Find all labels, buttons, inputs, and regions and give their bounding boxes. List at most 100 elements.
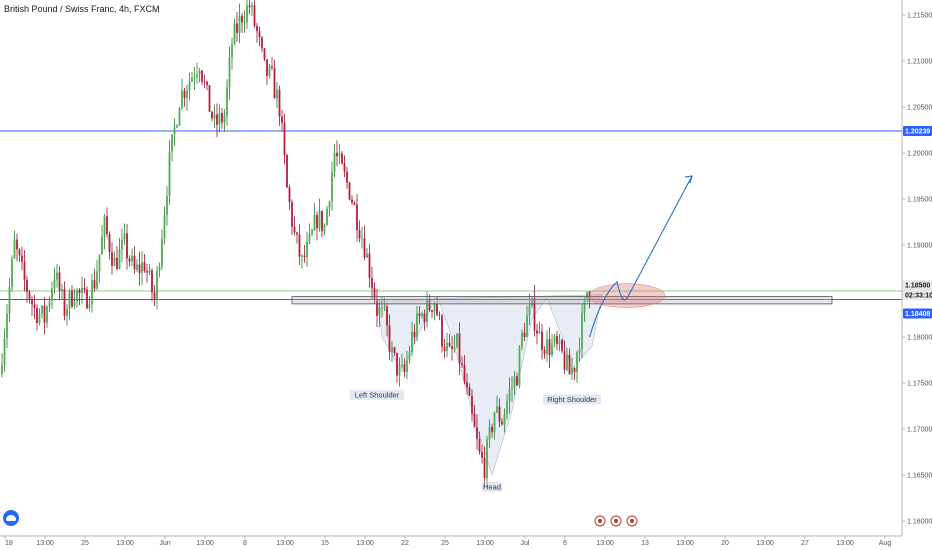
candle-body: [381, 307, 383, 309]
candle-body: [291, 202, 293, 227]
time-tick-label: 13:00: [196, 540, 214, 547]
candle-body: [176, 125, 178, 128]
price-tick-label: 1.18000: [907, 335, 932, 342]
candle-body: [193, 77, 196, 78]
candle-body: [143, 262, 146, 272]
time-axis[interactable]: 18 13:00 25 13:00 Jun 13:00 8 13:00 15 13:00 22 25 1…: [0, 535, 902, 547]
candle-body: [198, 70, 201, 75]
candle-body: [408, 352, 411, 361]
time-tick-label: 15: [321, 540, 329, 547]
candle-body: [63, 288, 66, 316]
candle-body: [11, 258, 13, 287]
candle-body: [468, 387, 471, 396]
candle-body: [41, 305, 43, 314]
candle-body: [563, 351, 566, 370]
candle-body: [568, 354, 571, 375]
candle-body: [141, 262, 143, 273]
candle-body: [263, 48, 266, 60]
candle-body: [108, 234, 111, 253]
candle-body: [93, 280, 96, 289]
candle-body: [321, 210, 323, 232]
candle-body: [218, 113, 221, 125]
candle-body: [338, 153, 341, 157]
candle-body: [303, 255, 306, 258]
candle-body: [98, 254, 101, 272]
candle-body: [36, 307, 38, 324]
candle-body: [353, 202, 356, 205]
candle-body: [21, 255, 23, 262]
candle-body: [43, 305, 46, 323]
candle-body: [228, 57, 231, 88]
candle-body: [103, 216, 106, 237]
candle-body: [378, 307, 381, 316]
price-tick-label: 1.21500: [907, 13, 932, 20]
candle-body: [473, 413, 476, 428]
price-badge: [903, 290, 932, 300]
price-badge-label: 02:33:10: [905, 293, 932, 300]
annotation-label: Right Shoulder: [547, 395, 597, 404]
time-tick-label: 13:00: [276, 540, 294, 547]
time-tick-label: Jul: [521, 540, 530, 547]
time-tick-label: 13:00: [836, 540, 854, 547]
candle-body: [511, 387, 513, 390]
candle-body: [346, 171, 348, 183]
candle-body: [281, 116, 283, 123]
candle-body: [383, 306, 386, 308]
candle-body: [288, 187, 291, 203]
horizontal-lines: [0, 130, 902, 300]
candle-body: [78, 289, 81, 294]
price-axis[interactable]: 1.21500 1.21000 1.20500 1.20000 1.19500 1.190…: [901, 0, 932, 536]
candle-body: [88, 303, 91, 309]
time-tick-label: 13:00: [36, 540, 54, 547]
candle-body: [561, 339, 563, 352]
price-tick-label: 1.17500: [907, 381, 932, 388]
candle-body: [576, 352, 578, 373]
candle-body: [68, 290, 71, 310]
candle-body: [361, 238, 363, 240]
candle-body: [318, 210, 321, 229]
time-tick-label: 18: [5, 540, 13, 547]
candle-body: [423, 313, 426, 323]
candle-body: [258, 31, 261, 38]
time-tick-label: 6: [563, 540, 567, 547]
event-icons: [594, 515, 638, 527]
candle-body: [253, 5, 256, 26]
candle-body: [388, 325, 391, 352]
candle-body: [518, 346, 521, 386]
candle-body: [431, 310, 433, 313]
candle-body: [461, 363, 463, 365]
economic-event-dot: [598, 519, 602, 523]
candle-body: [58, 272, 61, 291]
candle-body: [278, 89, 281, 117]
candle-body: [533, 297, 536, 331]
candle-body: [56, 272, 58, 280]
candle-body: [466, 382, 468, 388]
chart-title: British Pound / Swiss Franc, 4h, FXCM: [4, 4, 160, 14]
candle-body: [83, 287, 86, 290]
candle-body: [226, 87, 228, 117]
candle-body: [438, 314, 441, 316]
candle-body: [316, 215, 318, 229]
candle-body: [221, 113, 223, 123]
price-badge: [903, 308, 932, 319]
candle-body: [91, 280, 93, 304]
candle-body: [248, 5, 251, 8]
candle-body: [73, 301, 76, 307]
candle-body: [416, 313, 418, 338]
candle-body: [358, 230, 361, 239]
candle-body: [111, 252, 113, 266]
candle-body: [6, 313, 8, 339]
candle-body: [523, 332, 526, 338]
candle-body: [71, 290, 73, 307]
price-badge: [903, 126, 932, 137]
candle-body: [311, 230, 313, 235]
annotation-box: [543, 394, 601, 405]
candle-body: [183, 90, 186, 99]
time-tick-label: 25: [81, 540, 89, 547]
candle-body: [223, 116, 226, 123]
candle-body: [101, 236, 103, 255]
price-tick-label: 1.16500: [907, 473, 932, 480]
candle-body: [86, 289, 88, 309]
economic-event-dot: [630, 519, 634, 523]
